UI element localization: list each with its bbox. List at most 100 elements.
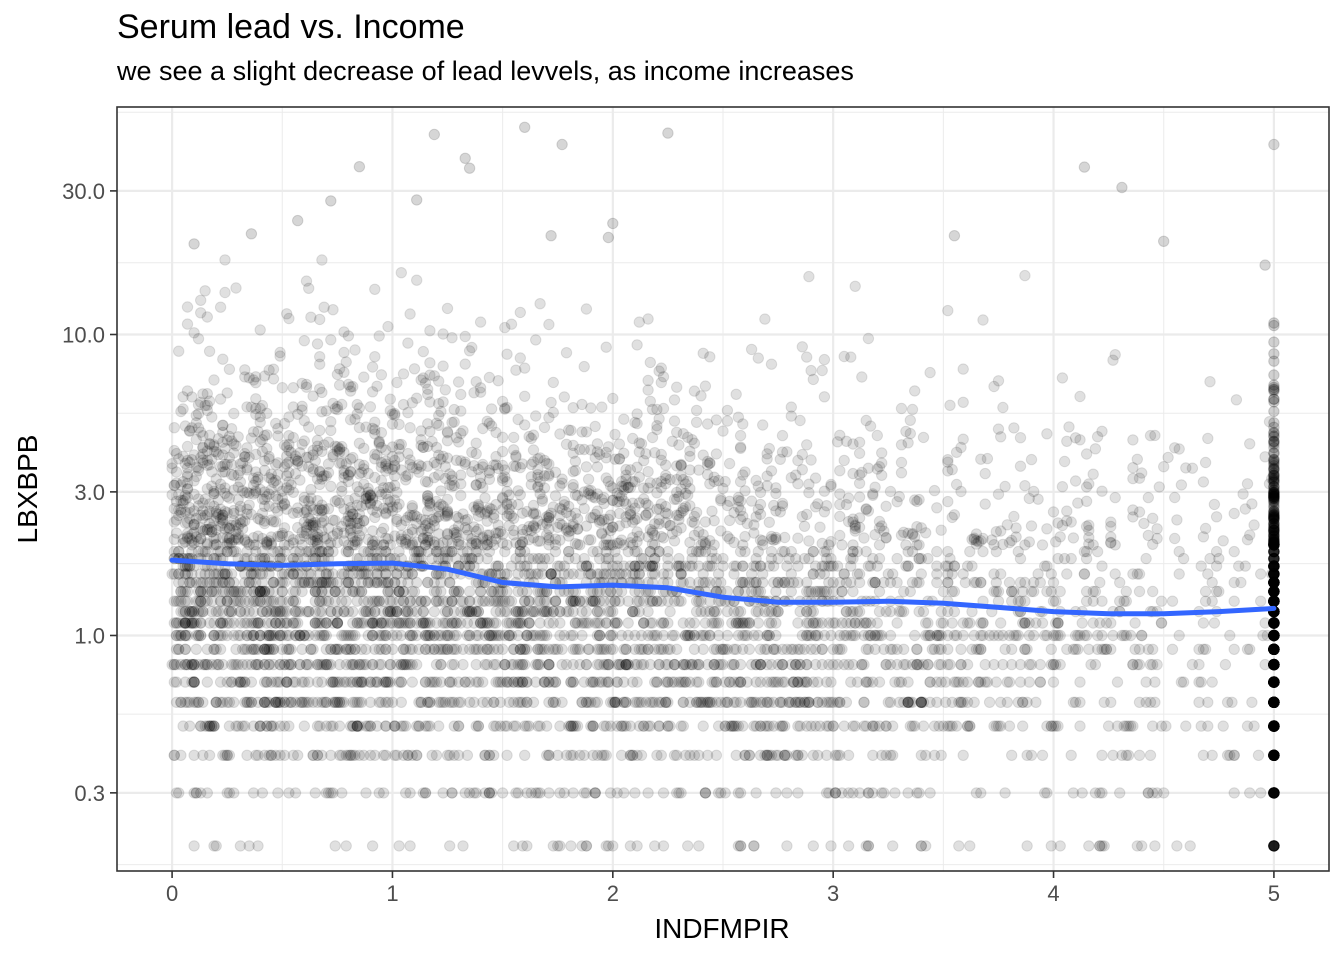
scatter-point (186, 658, 198, 671)
scatter-point (192, 493, 205, 505)
scatter-point (567, 787, 579, 799)
scatter-point (792, 478, 804, 490)
scatter-point (349, 344, 361, 356)
scatter-point (505, 595, 518, 607)
scatter-point (214, 696, 227, 708)
scatter-point (765, 358, 778, 370)
scatter-point (424, 696, 436, 708)
scatter-point (745, 343, 758, 356)
scatter-point (898, 643, 910, 655)
scatter-point (1233, 560, 1245, 572)
scatter-point (1028, 585, 1040, 598)
scatter-point (1080, 552, 1093, 565)
scatter-point (710, 749, 723, 761)
scatter-point (263, 749, 275, 761)
scatter-point (759, 313, 771, 325)
scatter-point (906, 527, 919, 540)
scatter-point (355, 585, 368, 598)
scatter-point (1147, 643, 1159, 655)
scatter-point (942, 495, 954, 508)
scatter-point (512, 485, 524, 497)
scatter-point (624, 464, 637, 476)
scatter-point (221, 787, 233, 799)
scatter-point (558, 391, 570, 403)
scatter-point (928, 749, 941, 761)
scatter-point (891, 552, 903, 565)
scatter-point (1226, 696, 1238, 708)
scatter-point (847, 539, 859, 551)
scatter-point (192, 545, 205, 558)
scatter-point (530, 676, 542, 688)
scatter-point (1087, 595, 1099, 607)
scatter-point (527, 696, 540, 708)
scatter-point (190, 643, 203, 655)
scatter-point (845, 576, 857, 589)
scatter-point (261, 536, 273, 548)
scatter-point (849, 280, 861, 292)
scatter-point (876, 447, 888, 459)
scatter-point (847, 516, 859, 528)
scatter-point (785, 568, 797, 580)
scatter-point (1114, 576, 1126, 589)
scatter-point (675, 787, 687, 799)
scatter-point (541, 629, 553, 642)
scatter-point (351, 595, 363, 607)
scatter-point (274, 595, 286, 607)
scatter-point (543, 643, 555, 655)
scatter-point (779, 531, 791, 544)
scatter-point (1149, 429, 1161, 442)
scatter-point (247, 720, 260, 732)
scatter-point (772, 605, 784, 618)
scatter-point (1083, 478, 1095, 490)
scatter-point (488, 749, 500, 761)
scatter-point (208, 643, 220, 655)
scatter-point (523, 552, 535, 565)
scatter-point (1171, 514, 1183, 526)
scatter-point (496, 491, 509, 504)
scatter-point (488, 508, 500, 521)
scatter-point (375, 369, 388, 381)
scatter-point (263, 364, 275, 376)
scatter-point (1074, 676, 1086, 688)
scatter-point (422, 617, 434, 629)
scatter-point (990, 545, 1002, 558)
scatter-point (649, 518, 661, 530)
scatter-point (168, 422, 181, 434)
scatter-point (602, 840, 615, 852)
scatter-point (699, 516, 712, 528)
scatter-point (807, 749, 819, 761)
scatter-point (195, 294, 207, 306)
scatter-point (578, 360, 590, 373)
scatter-point (272, 676, 284, 688)
scatter-point (1235, 576, 1247, 589)
scatter-point (355, 576, 368, 589)
scatter-point (307, 466, 319, 478)
scatter-point (785, 545, 797, 558)
scatter-point (664, 473, 676, 486)
scatter-point (201, 658, 214, 671)
scatter-point (450, 617, 463, 629)
scatter-point (292, 455, 304, 467)
scatter-point (1067, 787, 1080, 799)
scatter-point (710, 448, 723, 460)
scatter-point (693, 840, 705, 852)
scatter-point (1094, 840, 1106, 852)
scatter-point (880, 749, 892, 761)
scatter-point (437, 328, 449, 340)
scatter-point (179, 658, 192, 671)
scatter-point (514, 352, 526, 364)
scatter-point (263, 658, 275, 671)
scatter-point (364, 605, 377, 618)
scatter-point (338, 346, 350, 359)
scatter-point (937, 720, 950, 732)
scatter-point (298, 491, 310, 504)
scatter-point (915, 840, 927, 852)
scatter-point (664, 520, 676, 532)
scatter-point (545, 396, 557, 409)
scatter-point (730, 388, 742, 400)
scatter-point (316, 254, 328, 266)
scatter-point (203, 749, 216, 761)
scatter-point (329, 495, 341, 508)
scatter-point (1228, 507, 1240, 520)
scatter-point (254, 568, 266, 580)
